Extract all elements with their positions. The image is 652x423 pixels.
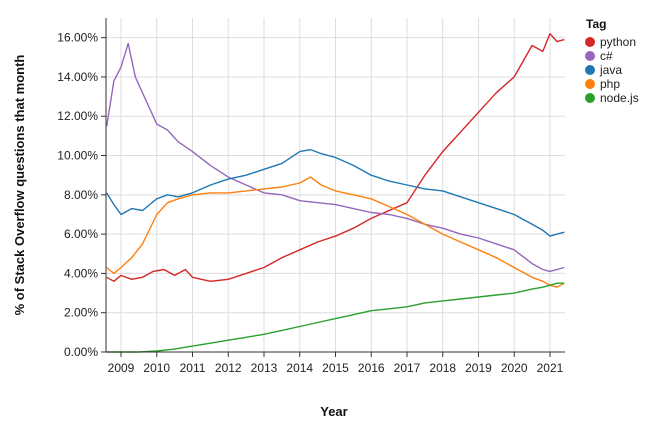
x-tick-label: 2010	[143, 361, 170, 375]
series-line-php	[106, 176, 565, 288]
series-line-c	[106, 42, 565, 273]
axes	[101, 18, 565, 357]
x-tick-label: 2013	[251, 361, 278, 375]
legend-label-php: php	[600, 77, 620, 91]
series-lines	[106, 33, 565, 353]
x-tick-label: 2009	[108, 361, 135, 375]
y-tick-label: 10.00%	[57, 149, 98, 163]
y-axis-title: % of Stack Overflow questions that month	[12, 55, 27, 316]
x-tick-label: 2012	[215, 361, 242, 375]
y-tick-label: 4.00%	[64, 266, 98, 280]
x-tick-label: 2011	[180, 361, 206, 375]
legend-title: Tag	[586, 17, 606, 31]
series-line-java	[106, 148, 565, 237]
legend-label-python: python	[600, 35, 636, 49]
y-tick-label: 8.00%	[64, 188, 98, 202]
x-tick-label: 2017	[394, 361, 421, 375]
legend-swatch-java	[585, 65, 595, 75]
legend-swatch-c	[585, 51, 595, 61]
y-tick-label: 6.00%	[64, 227, 98, 241]
x-tick-label: 2015	[322, 361, 349, 375]
series-line-python	[106, 33, 565, 282]
x-tick-label: 2018	[429, 361, 456, 375]
legend-swatch-php	[585, 79, 595, 89]
x-tick-label: 2014	[286, 361, 313, 375]
y-tick-label: 16.00%	[57, 31, 98, 45]
series-line-nodejs	[106, 282, 565, 353]
x-tick-label: 2019	[465, 361, 492, 375]
x-axis-title: Year	[320, 404, 347, 419]
y-tick-label: 14.00%	[57, 70, 98, 84]
legend-label-c: c#	[600, 49, 613, 63]
x-tick-label: 2020	[501, 361, 528, 375]
legend-label-java: java	[599, 63, 622, 77]
x-tick-label: 2021	[537, 361, 564, 375]
legend-label-nodejs: node.js	[600, 91, 639, 105]
legend-swatch-python	[585, 37, 595, 47]
legend-swatch-nodejs	[585, 93, 595, 103]
grid	[106, 18, 565, 353]
tick-labels: 2009 2010 2011 2012 2013 2014 2015 2016 2017 2018…	[57, 31, 563, 375]
y-tick-label: 12.00%	[57, 109, 98, 123]
y-tick-label: 0.00%	[64, 345, 98, 359]
y-tick-label: 2.00%	[64, 306, 98, 320]
x-tick-label: 2016	[358, 361, 385, 375]
